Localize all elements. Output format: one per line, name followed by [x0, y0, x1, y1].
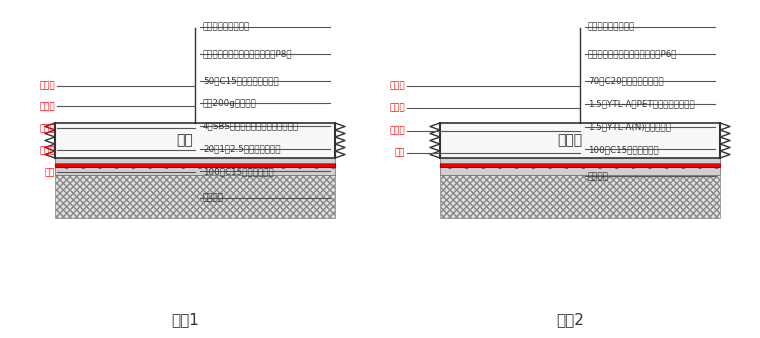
Text: 100厚C15素混凝土垫层: 100厚C15素混凝土垫层: [588, 145, 659, 154]
Bar: [440, 175, 720, 218]
Text: 4厚SBS改性沥青防水卷材（聚酯胎）: 4厚SBS改性沥青防水卷材（聚酯胎）: [203, 121, 299, 130]
Text: 垫层: 垫层: [394, 148, 405, 157]
Text: 做法2: 做法2: [556, 313, 584, 328]
Text: 做法1: 做法1: [171, 313, 199, 328]
Bar: [55, 156, 335, 163]
Text: 找平层: 找平层: [40, 146, 55, 155]
Text: 素土夯实: 素土夯实: [203, 193, 224, 202]
Text: 保护层: 保护层: [389, 82, 405, 91]
Text: 防水层: 防水层: [40, 124, 55, 133]
Bar: [440, 156, 720, 163]
Text: 地面（见工程做法）: 地面（见工程做法）: [203, 23, 250, 31]
Text: 垫层: 垫层: [45, 168, 55, 177]
Text: 防水层: 防水层: [389, 104, 405, 113]
Text: 1.5厚YTL-A（PET）自粘卷材防水层: 1.5厚YTL-A（PET）自粘卷材防水层: [588, 99, 695, 108]
Text: 花铺200g油毡一道: 花铺200g油毡一道: [203, 99, 257, 107]
Bar: [440, 163, 720, 167]
Text: 抗渗钢筋混凝土底板（抗渗等级P8）: 抗渗钢筋混凝土底板（抗渗等级P8）: [203, 50, 293, 58]
Text: 止水板: 止水板: [557, 134, 583, 147]
Text: 素土夯实: 素土夯实: [588, 172, 609, 181]
Text: 50厚C15细石混凝土保护层: 50厚C15细石混凝土保护层: [203, 77, 279, 86]
Text: 防水层: 防水层: [389, 126, 405, 135]
Text: 抗渗钢筋混凝土底板（抗渗等级P6）: 抗渗钢筋混凝土底板（抗渗等级P6）: [588, 50, 677, 58]
Bar: [55, 123, 335, 158]
Text: 70厚C20细石混凝土保护层: 70厚C20细石混凝土保护层: [588, 77, 663, 86]
Text: 1.5厚YTL-A(N)卷材防水层: 1.5厚YTL-A(N)卷材防水层: [588, 122, 671, 131]
Text: 20厚1：2.5水泥砂浆找平层: 20厚1：2.5水泥砂浆找平层: [203, 144, 280, 153]
Text: 100厚C15素混凝土垫层: 100厚C15素混凝土垫层: [203, 167, 274, 176]
Text: 隔离层: 隔离层: [40, 102, 55, 111]
Text: 地面（见工程做法）: 地面（见工程做法）: [588, 23, 635, 31]
Text: 保护层: 保护层: [40, 82, 55, 91]
Bar: [55, 163, 335, 167]
Bar: [55, 175, 335, 218]
Text: 筏板: 筏板: [176, 134, 193, 147]
Bar: [440, 123, 720, 158]
Bar: [55, 167, 335, 175]
Bar: [440, 167, 720, 175]
